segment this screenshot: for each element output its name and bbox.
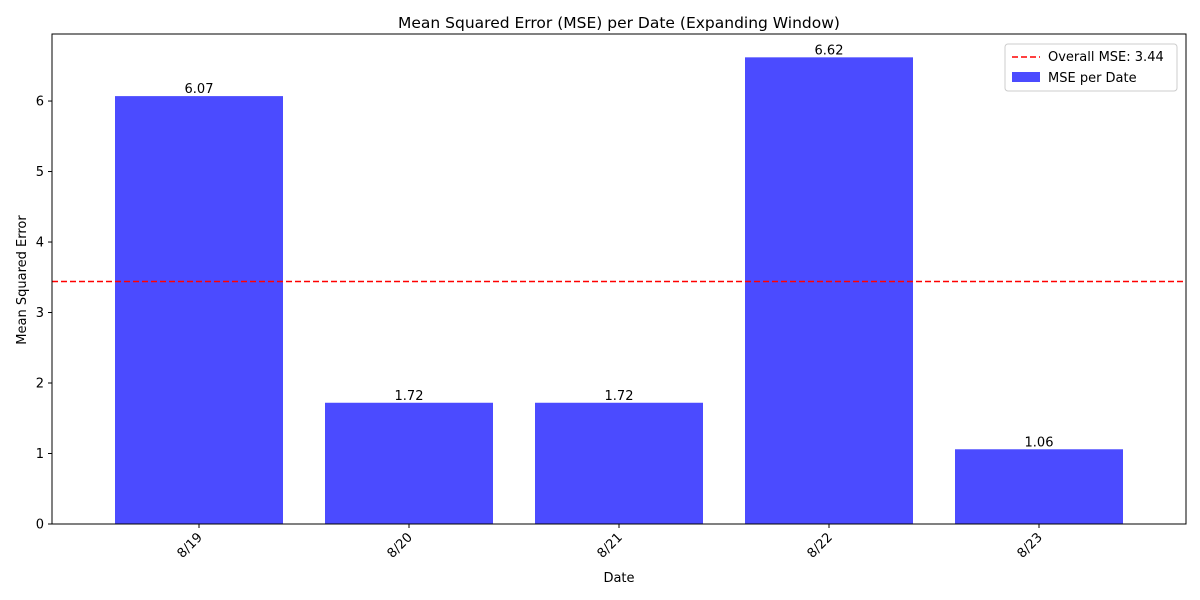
legend-mse-per-date-swatch bbox=[1012, 72, 1040, 82]
bar-8-21 bbox=[535, 402, 703, 524]
bar-value-label: 6.62 bbox=[815, 43, 844, 58]
bar-8-22 bbox=[745, 57, 913, 524]
y-tick-label: 1 bbox=[36, 447, 44, 462]
y-tick-label: 5 bbox=[36, 165, 44, 180]
y-tick-label: 4 bbox=[36, 236, 44, 251]
bar-8-19 bbox=[115, 96, 283, 524]
bar-labels-group: 6.07 1.72 1.72 6.62 1.06 bbox=[185, 43, 1054, 450]
bar-value-label: 1.06 bbox=[1025, 435, 1054, 450]
y-axis-label: Mean Squared Error bbox=[15, 215, 30, 345]
y-tick-label: 6 bbox=[36, 95, 44, 110]
legend-mse-per-date-label: MSE per Date bbox=[1048, 71, 1137, 86]
y-tick-label: 3 bbox=[36, 306, 44, 321]
bar-value-label: 1.72 bbox=[605, 389, 634, 404]
legend-box bbox=[1004, 43, 1178, 92]
bar-value-label: 6.07 bbox=[185, 82, 214, 97]
y-tick-label: 0 bbox=[36, 518, 44, 533]
legend: Overall MSE: 3.44 MSE per Date bbox=[1004, 43, 1178, 92]
bar-8-23 bbox=[955, 449, 1123, 524]
bars-group bbox=[115, 57, 1123, 524]
legend-overall-mse-label: Overall MSE: 3.44 bbox=[1048, 50, 1164, 65]
y-ticks-group: 0 1 2 3 4 5 6 bbox=[36, 95, 52, 533]
y-tick-label: 2 bbox=[36, 377, 44, 392]
bar-value-label: 1.72 bbox=[395, 389, 424, 404]
chart-title: Mean Squared Error (MSE) per Date (Expan… bbox=[398, 14, 840, 32]
x-axis-label: Date bbox=[603, 571, 634, 586]
bar-8-20 bbox=[325, 402, 493, 524]
